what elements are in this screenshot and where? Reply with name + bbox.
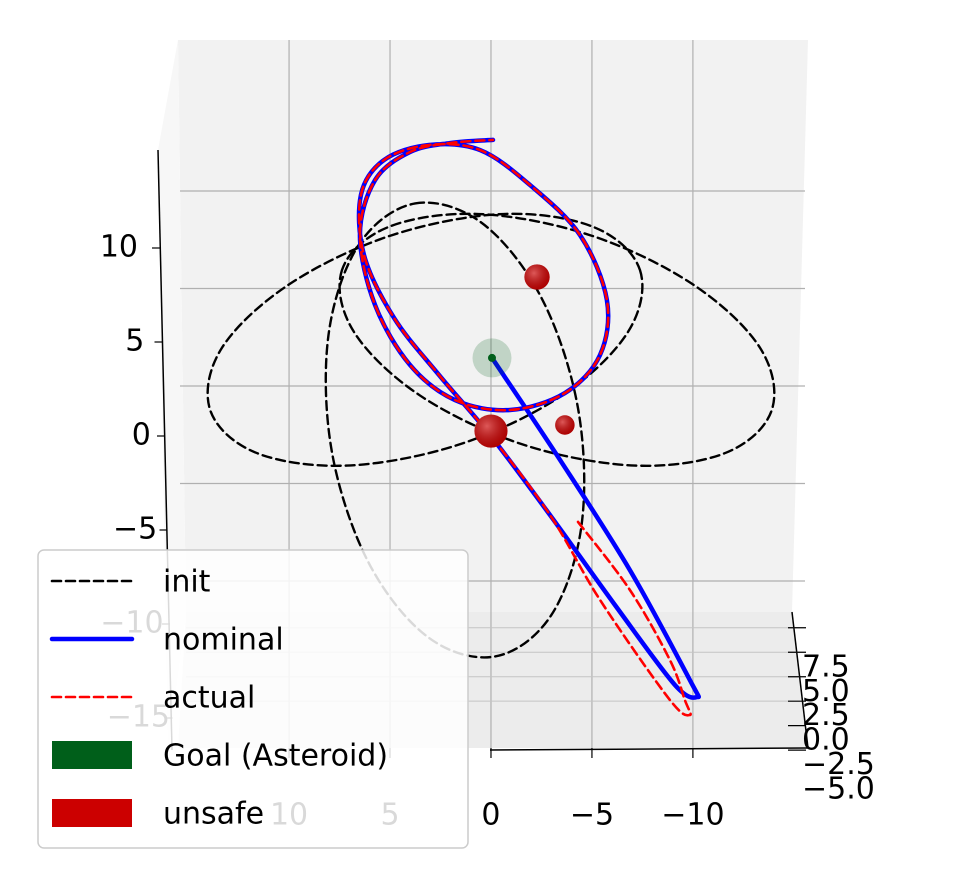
- y-tick-label: 0.0: [802, 723, 850, 758]
- z-tick-label: −5: [113, 512, 157, 547]
- legend-patch: [52, 741, 132, 769]
- x-tick-label: −10: [661, 798, 724, 833]
- y-tick-label: 7.5: [802, 649, 850, 684]
- legend-label: unsafe: [163, 797, 264, 832]
- sphere-shade: [555, 415, 575, 435]
- legend-label: init: [163, 565, 211, 600]
- y-tick-label: 2.5: [802, 698, 850, 733]
- legend-label: actual: [163, 681, 255, 716]
- sphere-shade: [524, 264, 550, 290]
- x-tick-label: −5: [570, 798, 614, 833]
- y-tick-label: −2.5: [802, 747, 875, 782]
- back-pane: [178, 40, 808, 612]
- y-tick-label: 5.0: [802, 674, 850, 709]
- legend-label: nominal: [163, 623, 284, 658]
- x-tick-label: 0: [481, 798, 500, 833]
- z-tick-label: 10: [100, 230, 138, 265]
- legend-label: Goal (Asteroid): [163, 739, 388, 774]
- legend-box: [37, 549, 469, 849]
- sphere-shade: [474, 414, 508, 448]
- goal-point: [487, 353, 496, 362]
- z-tick-label: 5: [125, 324, 144, 359]
- legend: init nominal actual Goal (Asteroid) unsafe: [37, 549, 469, 849]
- legend-patch: [52, 799, 132, 827]
- trajectory: [338, 212, 776, 467]
- y-tick-label: −5.0: [802, 772, 875, 807]
- x-axis-line: [489, 747, 809, 751]
- z-tick-label: 0: [132, 418, 151, 453]
- plot: [206, 137, 776, 717]
- trajectory: [324, 201, 586, 659]
- trajectory: [357, 138, 692, 717]
